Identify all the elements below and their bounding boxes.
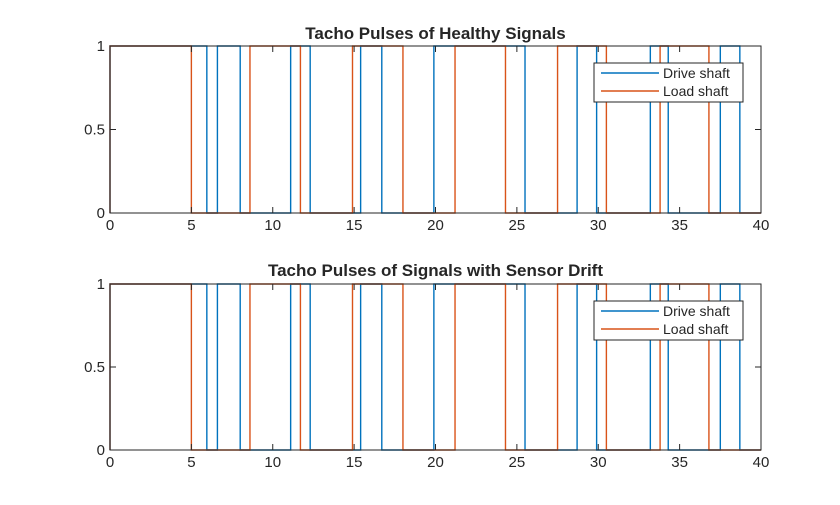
chart-title: Tacho Pulses of Healthy Signals [305, 24, 565, 43]
legend-label: Load shaft [663, 321, 728, 337]
subplot-sensor-drift: Tacho Pulses of Signals with Sensor Drif… [84, 261, 769, 471]
x-tick-label: 5 [187, 217, 195, 234]
legend-label: Drive shaft [663, 303, 730, 319]
y-tick-label: 0 [97, 205, 105, 222]
y-tick-label: 1 [97, 38, 105, 55]
x-tick-label: 25 [509, 217, 526, 234]
legend-box [593, 300, 744, 341]
legend-box [593, 62, 744, 103]
x-tick-label: 10 [264, 454, 281, 471]
y-tick-label: 1 [97, 276, 105, 293]
legend: Drive shaft Load shaft [593, 300, 744, 341]
x-tick-label: 20 [427, 217, 444, 234]
legend-label: Drive shaft [663, 65, 730, 81]
x-tick-label: 15 [346, 454, 363, 471]
x-tick-label: 25 [509, 454, 526, 471]
x-tick-label: 0 [106, 217, 114, 234]
x-tick-label: 30 [590, 217, 607, 234]
x-tick-label: 20 [427, 454, 444, 471]
y-tick-label: 0 [97, 442, 105, 459]
chart-title: Tacho Pulses of Signals with Sensor Drif… [268, 261, 603, 280]
y-tick-label: 0.5 [84, 122, 105, 139]
x-tick-label: 15 [346, 217, 363, 234]
x-tick-label: 35 [671, 217, 688, 234]
legend: Drive shaft Load shaft [593, 62, 744, 103]
legend-label: Load shaft [663, 83, 728, 99]
x-tick-label: 35 [671, 454, 688, 471]
x-tick-label: 5 [187, 454, 195, 471]
x-tick-label: 40 [753, 454, 770, 471]
x-tick-label: 30 [590, 454, 607, 471]
y-tick-label: 0.5 [84, 359, 105, 376]
x-tick-label: 40 [753, 217, 770, 234]
x-tick-label: 0 [106, 454, 114, 471]
subplot-healthy: Tacho Pulses of Healthy Signals 0 5 10 15 20… [84, 24, 769, 234]
x-tick-label: 10 [264, 217, 281, 234]
